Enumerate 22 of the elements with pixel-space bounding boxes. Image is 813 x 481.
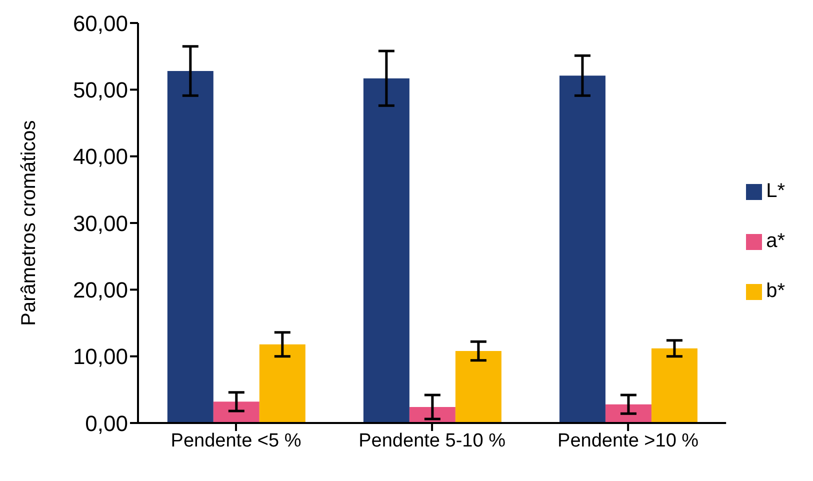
x-tick-label: Pendente >10 % xyxy=(558,430,699,452)
bar xyxy=(559,76,606,423)
x-tick-label: Pendente 5-10 % xyxy=(358,430,506,452)
bar xyxy=(605,404,652,423)
legend-label: L* xyxy=(766,180,785,202)
bar xyxy=(167,71,214,423)
y-tick-label: 30,00 xyxy=(72,210,128,236)
y-tick-label: 20,00 xyxy=(72,277,128,302)
legend-label: a* xyxy=(766,230,785,252)
x-tick-label: Pendente <5 % xyxy=(170,430,302,452)
bar xyxy=(363,78,410,423)
bar xyxy=(651,348,698,423)
bar xyxy=(259,344,306,423)
y-tick-label: 10,00 xyxy=(72,344,128,370)
bar xyxy=(455,351,502,423)
y-axis-title: Parâmetros cromáticos xyxy=(18,120,40,326)
y-tick-label: 40,00 xyxy=(72,144,128,170)
y-tick-label: 60,00 xyxy=(72,10,128,36)
y-tick-label: 0,00 xyxy=(85,410,128,436)
bar xyxy=(213,402,260,423)
y-tick-label: 50,00 xyxy=(72,77,128,102)
legend-label: b* xyxy=(766,280,785,302)
